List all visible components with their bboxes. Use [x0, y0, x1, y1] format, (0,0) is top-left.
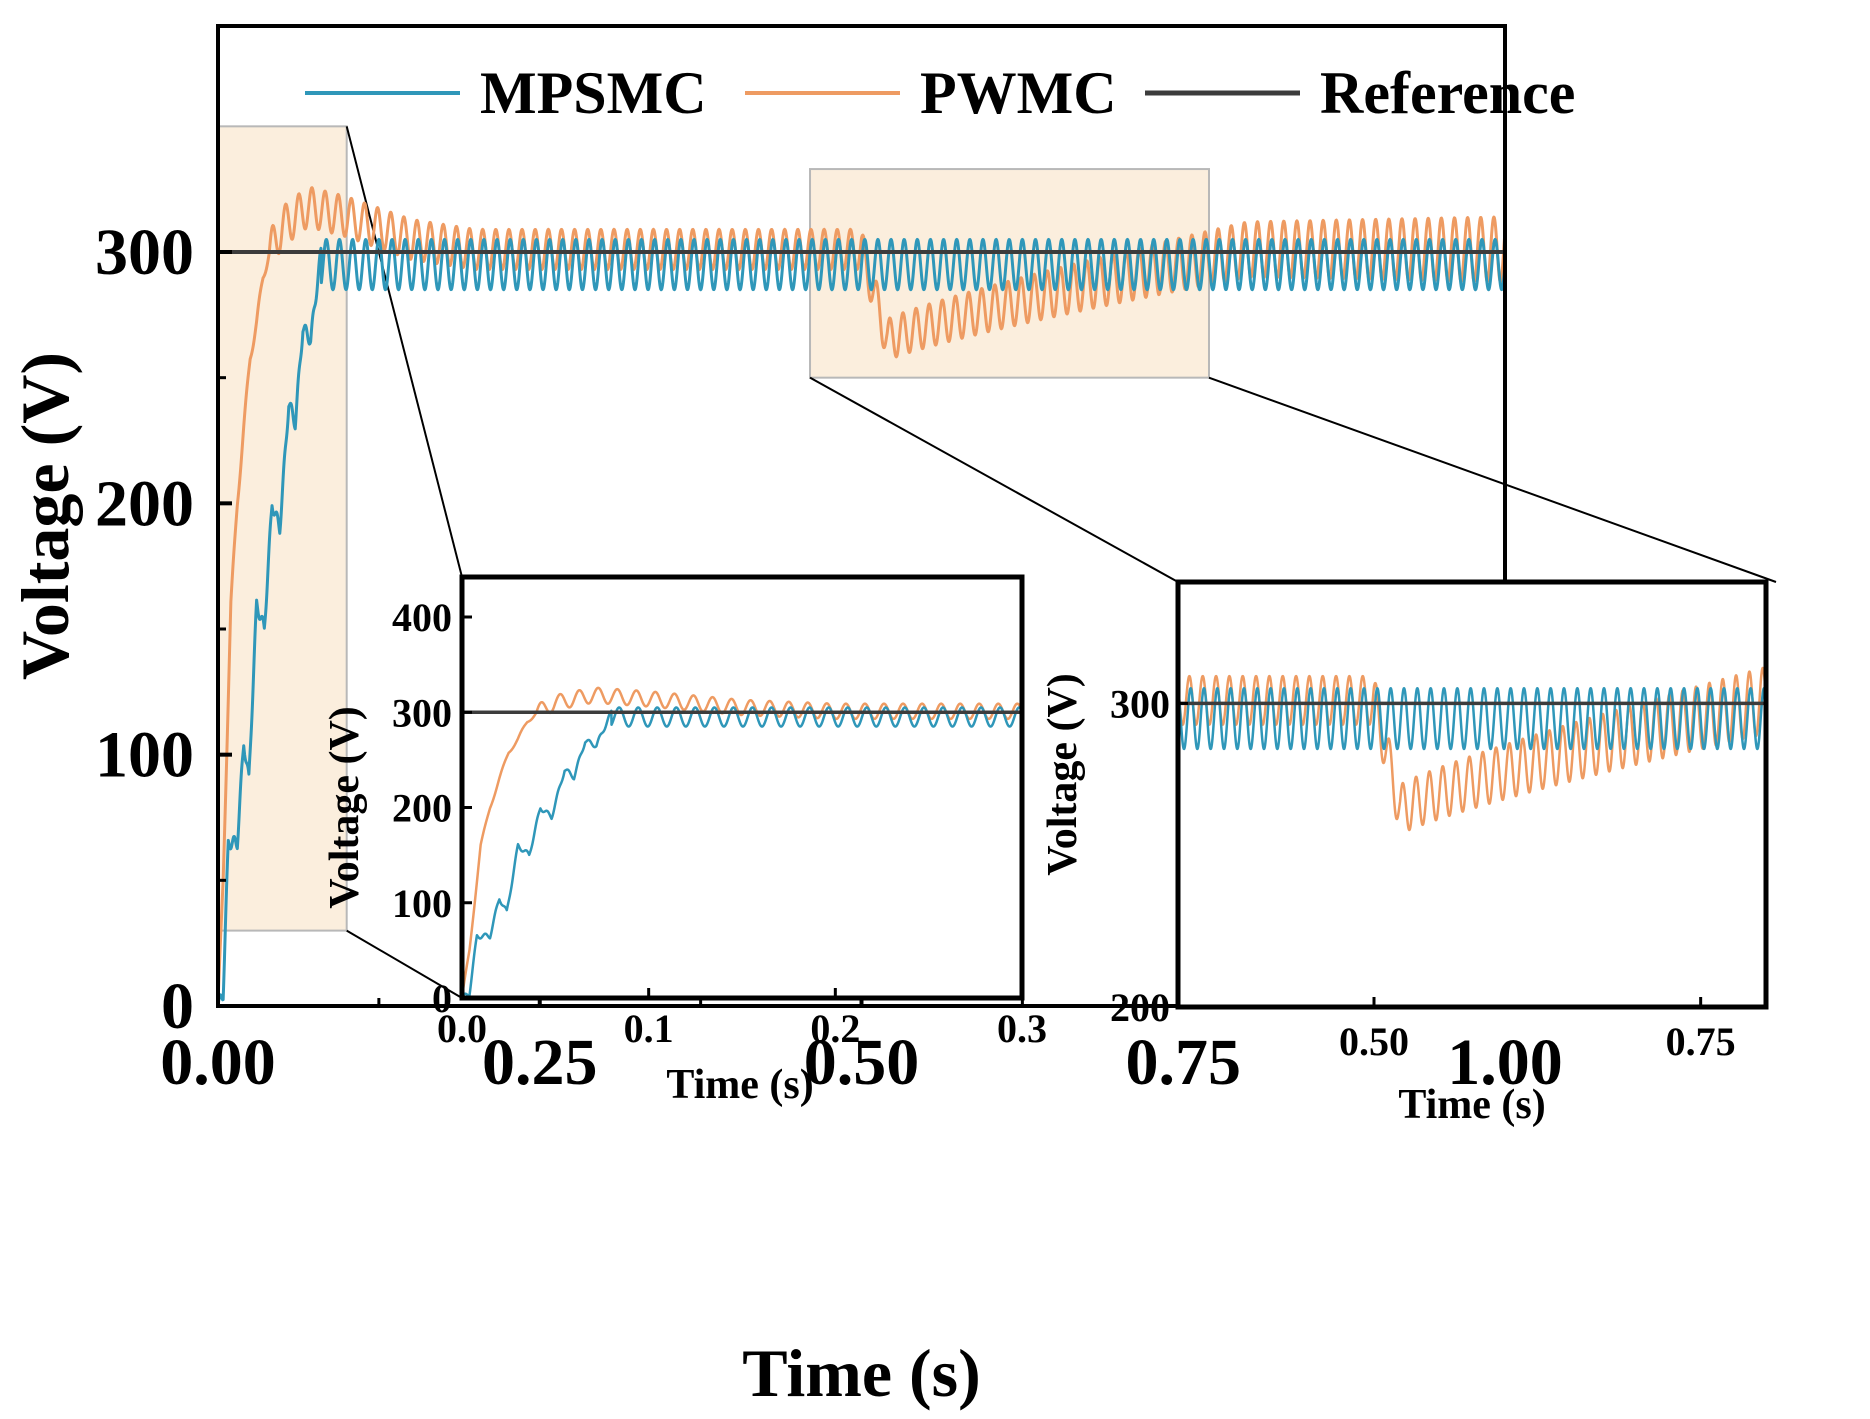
legend: MPSMC PWMC Reference [305, 60, 1575, 126]
zoom-highlight-regions [217, 125, 1777, 999]
main-x-tick-label-2: 0.50 [804, 1026, 920, 1099]
main-y-tick-label-2: 200 [95, 467, 194, 540]
inset-start-y-tick-label-1: 100 [392, 881, 452, 926]
inset-start-border [459, 574, 1025, 1001]
inset-start-x-tick-label-1: 0.1 [624, 1006, 674, 1051]
legend-label-mpsmc: MPSMC [480, 60, 707, 126]
main-x-tick-label-1: 0.25 [482, 1026, 598, 1099]
main-plot-series [218, 186, 1505, 1006]
main-x-tick-label-3: 0.75 [1126, 1026, 1242, 1099]
legend-label-reference: Reference [1320, 60, 1575, 126]
inset-disturbance-background [1178, 582, 1766, 1007]
inset-start-y-tick-label-0: 0 [432, 976, 452, 1021]
inset-disturbance-border [1175, 579, 1769, 1010]
inset-start-y-tick-label-3: 300 [392, 690, 452, 735]
main-y-tick-label-3: 300 [95, 216, 194, 289]
zoom-connector-1 [346, 929, 463, 999]
series-line-mpsmc-inset-start [462, 706, 1022, 998]
zoom-connector-0 [345, 126, 463, 578]
inset-start-background [462, 577, 1022, 998]
zoom-connector-3 [1208, 376, 1777, 583]
main-y-tick-label-0: 0 [161, 970, 194, 1043]
main-y-axis-title: Voltage (V) [7, 352, 83, 680]
zoom-connector-2 [809, 376, 1179, 583]
inset-start-x-tick-label-2: 0.2 [810, 1006, 860, 1051]
inset-disturbance-plot: 0.50 0.75 200 300 [1110, 579, 1769, 1064]
main-y-tick-label-1: 100 [95, 719, 194, 792]
inset-start-y-axis-title: Voltage (V) [322, 706, 368, 909]
inset-start-y-tick-label-2: 200 [392, 786, 452, 831]
inset-disturbance-y-axis-title: Voltage (V) [1040, 673, 1086, 876]
main-x-axis-title: Time (s) [742, 1335, 981, 1411]
series-line-mpsmc [218, 237, 1505, 1006]
main-x-tick-label-0: 0.00 [160, 1026, 276, 1099]
inset-disturbance-y-tick-label-1: 300 [1110, 681, 1170, 726]
inset-start-x-tick-label-0: 0.0 [437, 1006, 487, 1051]
inset-disturbance-x-tick-label-1: 0.75 [1666, 1019, 1736, 1064]
inset-start-plot: 0.0 0.1 0.2 0.3 0 100 200 300 400 [392, 574, 1047, 1051]
inset-start-y-tick-label-4: 400 [392, 595, 452, 640]
inset-disturbance-x-tick-label-0: 0.50 [1339, 1019, 1409, 1064]
series-line-mpsmc-inset-disturbance [1178, 687, 1766, 751]
inset-start-x-tick-label-3: 0.3 [997, 1006, 1047, 1051]
main-x-tick-label-4: 1.00 [1447, 1026, 1563, 1099]
inset-start-x-axis-title: Time (s) [666, 1062, 813, 1108]
inset-disturbance-x-axis-title: Time (s) [1398, 1082, 1545, 1128]
legend-label-pwmc: PWMC [920, 60, 1117, 126]
inset-disturbance-y-tick-label-0: 200 [1110, 985, 1170, 1030]
